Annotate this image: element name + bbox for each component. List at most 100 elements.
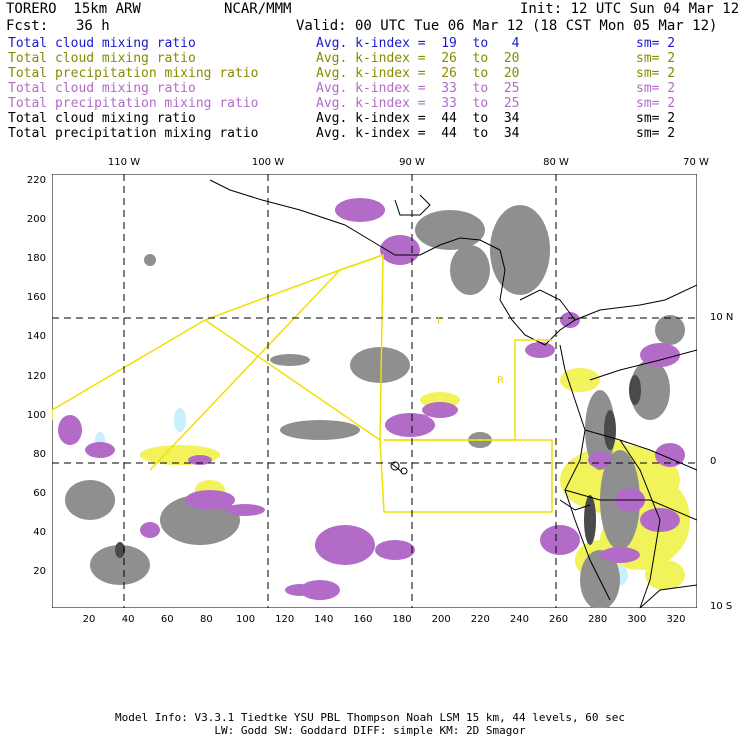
legend-avg: Avg. k-index = 33 to 25 xyxy=(316,96,520,111)
cloud-area-gray xyxy=(655,315,685,345)
forecast-label: Fcst: xyxy=(6,18,49,34)
cloud-area-gray xyxy=(450,245,490,295)
cloud-core-dark xyxy=(629,375,641,405)
y-tick-label: 20 xyxy=(33,566,46,577)
cloud-area-purple xyxy=(85,442,115,458)
cloud-area-gray xyxy=(90,545,150,585)
border-south xyxy=(559,499,591,511)
legend-avg: Avg. k-index = 44 to 34 xyxy=(316,126,520,141)
legend-name: Total precipitation mixing ratio xyxy=(8,96,259,111)
legend-avg: Avg. k-index = 44 to 34 xyxy=(316,111,520,126)
forecast-map: IR xyxy=(52,174,697,608)
cloud-area-purple xyxy=(540,525,580,555)
x-tick-label: 80 xyxy=(200,614,213,625)
galapagos-island xyxy=(400,467,408,475)
cloud-area-cyan xyxy=(174,408,186,432)
legend-sm: sm= 2 xyxy=(636,126,676,141)
border-peru xyxy=(564,489,697,521)
init-time: Init: 12 UTC Sun 04 Mar 12 xyxy=(520,1,740,17)
valid-time: Valid: 00 UTC Tue 06 Mar 12 (18 CST Mon … xyxy=(296,18,718,34)
cloud-area-gray xyxy=(144,254,156,266)
coastline-caribbean xyxy=(519,289,576,321)
border-north xyxy=(589,349,697,381)
longitude-label: 110 W xyxy=(107,157,141,168)
cloud-core-dark xyxy=(604,410,616,450)
cloud-area-purple xyxy=(375,540,415,560)
legend-name: Total cloud mixing ratio xyxy=(8,51,196,66)
cloud-area-purple xyxy=(58,415,82,445)
forecast-hour: 36 h xyxy=(76,18,110,34)
legend-row: Total precipitation mixing ratio Avg. k-i… xyxy=(8,126,728,141)
precip-area-yellow xyxy=(645,560,685,590)
x-tick-label: 60 xyxy=(160,614,174,625)
annotation-label: I xyxy=(437,316,440,327)
legend-name: Total cloud mixing ratio xyxy=(8,111,196,126)
legend-name: Total precipitation mixing ratio xyxy=(8,126,259,141)
legend-name: Total cloud mixing ratio xyxy=(8,81,196,96)
legend-avg: Avg. k-index = 19 to 4 xyxy=(316,36,520,51)
legend-sm: sm= 2 xyxy=(636,96,676,111)
legend-name: Total cloud mixing ratio xyxy=(8,36,196,51)
legend-row: Total cloud mixing ratio Avg. k-index = 4… xyxy=(8,111,728,126)
x-tick-label: 300 xyxy=(627,614,647,625)
latitude-label: 10 N xyxy=(710,312,734,323)
model-title: TORERO 15km ARW xyxy=(6,1,141,17)
coastlines xyxy=(209,179,697,608)
y-tick-label: 140 xyxy=(26,331,46,343)
map-annotations: IR xyxy=(437,316,504,386)
cloud-core-dark xyxy=(115,542,125,558)
x-tick-label: 140 xyxy=(314,614,334,625)
y-tick-label: 220 xyxy=(26,175,46,186)
cloud-area-purple xyxy=(300,580,340,600)
y-tick-label: 160 xyxy=(26,292,46,304)
longitude-label: 90 W xyxy=(399,157,425,168)
legend-sm: sm= 2 xyxy=(636,81,676,96)
coastline-central-america xyxy=(209,179,697,346)
border-brazil xyxy=(619,439,661,608)
cloud-area-gray xyxy=(585,390,615,470)
legend-avg: Avg. k-index = 26 to 20 xyxy=(316,66,520,81)
organization-label: NCAR/MMM xyxy=(224,1,292,17)
legend-row: Total precipitation mixing ratio Avg. k-i… xyxy=(8,66,728,81)
cloud-area-purple xyxy=(380,235,420,265)
longitude-label: 100 W xyxy=(251,157,285,168)
legend-sm: sm= 2 xyxy=(636,66,676,81)
latitude-label: 0 xyxy=(710,456,717,467)
y-tick-label: 200 xyxy=(26,214,46,226)
y-tick-label: 120 xyxy=(26,370,46,382)
legend-row: Total cloud mixing ratio Avg. k-index = 1… xyxy=(8,36,728,51)
y-tick-label: 40 xyxy=(33,526,46,538)
x-tick-label: 100 xyxy=(235,614,256,625)
domain-boundaries xyxy=(52,253,553,513)
border-bolivia xyxy=(639,584,697,608)
legend-sm: sm= 2 xyxy=(636,51,676,66)
cloud-area-purple xyxy=(335,198,385,222)
x-tick-label: 320 xyxy=(666,614,686,625)
cloud-area-purple xyxy=(600,547,640,563)
legend-name: Total precipitation mixing ratio xyxy=(8,66,259,81)
x-tick-label: 200 xyxy=(431,614,451,625)
latitude-label: 10 S xyxy=(710,601,733,612)
model-info-line1: Model Info: V3.3.1 Tiedtke YSU PBL Thomp… xyxy=(115,711,625,724)
domain-east-boundary xyxy=(384,339,552,441)
cloud-area-purple xyxy=(655,443,685,467)
cloud-area-purple xyxy=(422,402,458,418)
x-tick-label: 40 xyxy=(121,614,135,625)
x-tick-label: 160 xyxy=(353,614,373,625)
cloud-area-gray xyxy=(280,420,360,440)
cloud-area-gray xyxy=(350,347,410,383)
y-tick-label: 60 xyxy=(33,487,46,499)
x-tick-label: 240 xyxy=(509,614,529,625)
x-tick-label: 120 xyxy=(275,614,295,625)
legend-row: Total precipitation mixing ratio Avg. k-i… xyxy=(8,96,728,111)
legend-avg: Avg. k-index = 26 to 20 xyxy=(316,51,520,66)
y-tick-label: 80 xyxy=(33,448,46,460)
cloud-area-gray xyxy=(630,360,670,420)
coastline-south-america xyxy=(559,344,611,601)
legend-avg: Avg. k-index = 33 to 25 xyxy=(316,81,520,96)
cloud-area-gray xyxy=(270,354,310,366)
cloud-area-gray xyxy=(415,210,485,250)
domain-outer-boundary xyxy=(52,253,384,471)
galapagos-island xyxy=(391,463,403,473)
cloud-area-purple xyxy=(185,490,235,510)
